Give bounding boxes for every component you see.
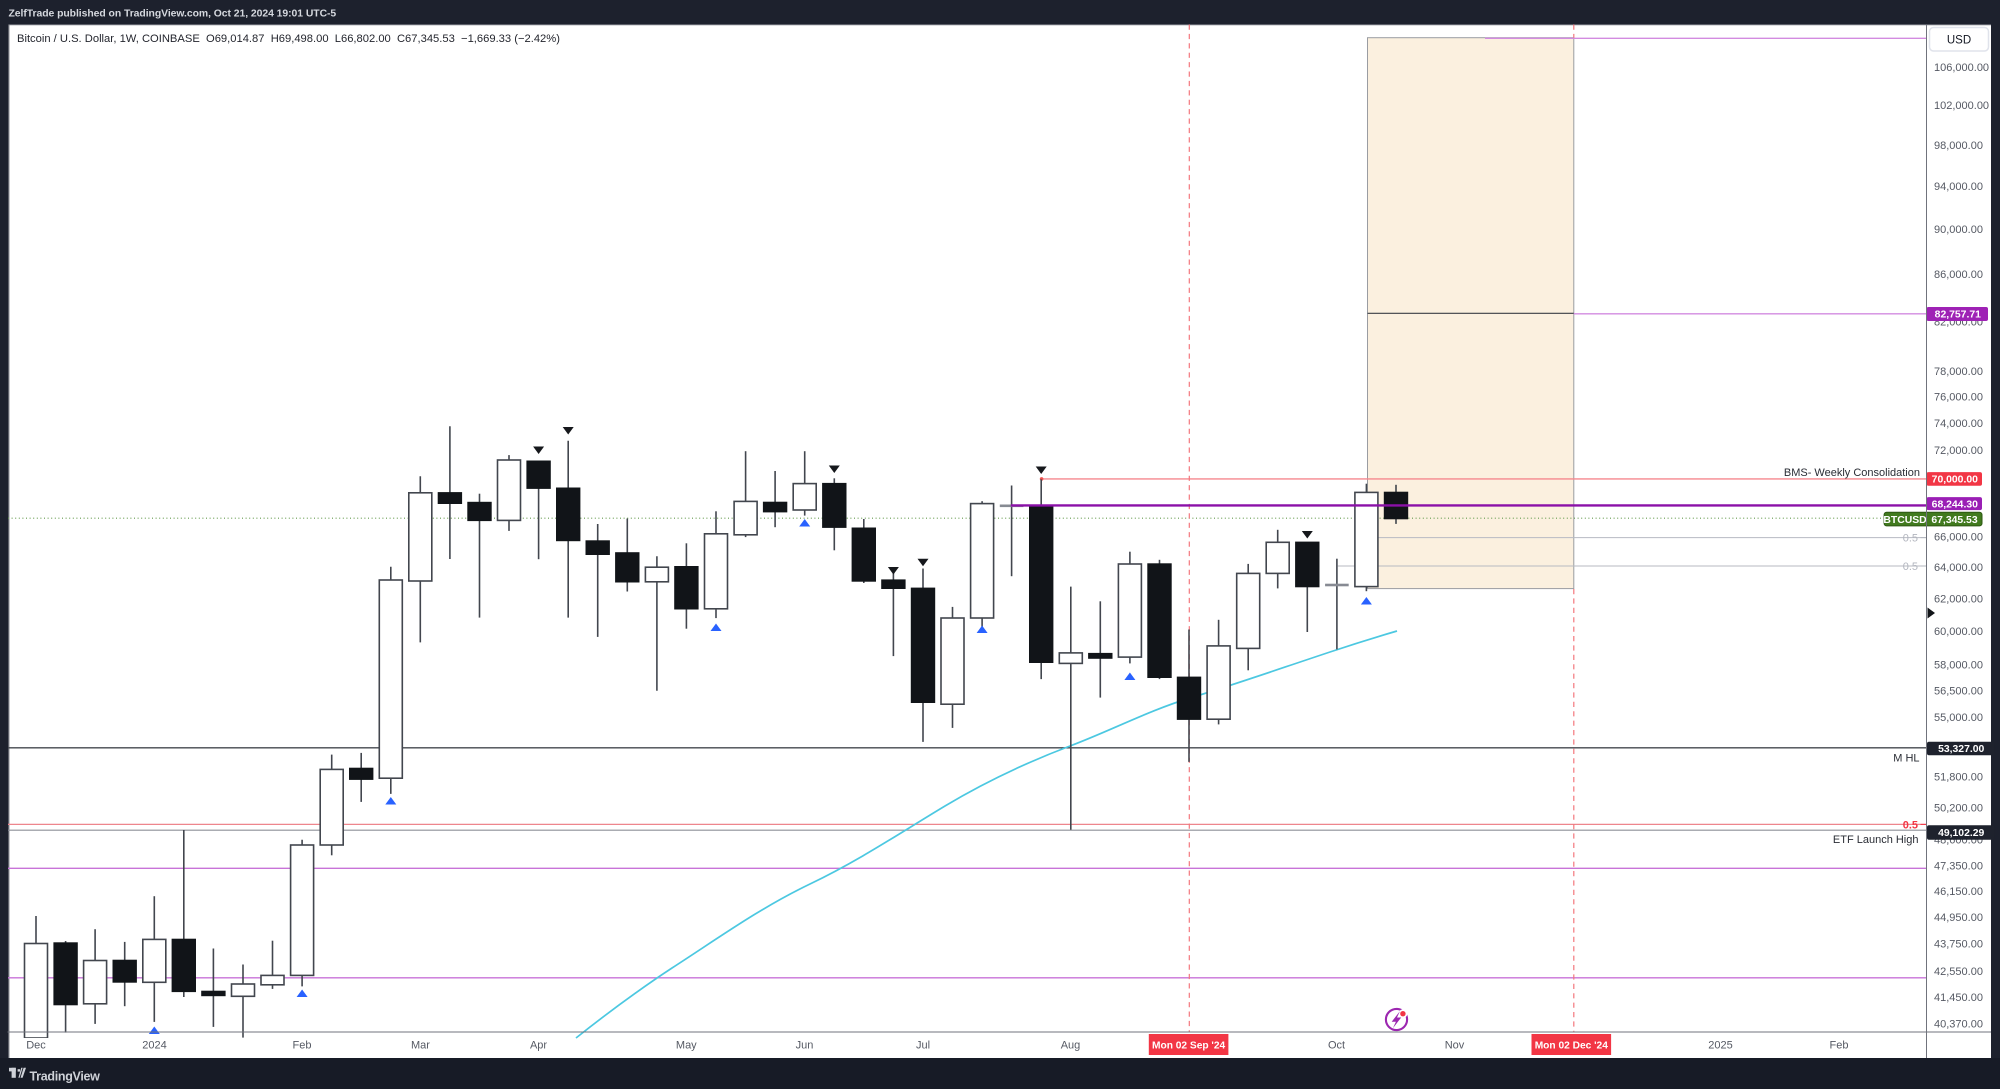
svg-text:50,200.00: 50,200.00 <box>1934 802 1983 814</box>
svg-text:Feb: Feb <box>293 1039 312 1051</box>
svg-text:Apr: Apr <box>530 1039 547 1051</box>
svg-text:0.5: 0.5 <box>1903 561 1918 573</box>
svg-text:94,000.00: 94,000.00 <box>1934 181 1983 193</box>
svg-text:44,950.00: 44,950.00 <box>1934 912 1983 924</box>
svg-text:86,000.00: 86,000.00 <box>1934 269 1983 281</box>
svg-text:42,550.00: 42,550.00 <box>1934 966 1983 978</box>
svg-text:0.5: 0.5 <box>1903 819 1918 831</box>
svg-text:2025: 2025 <box>1708 1039 1732 1051</box>
svg-text:70,000.00: 70,000.00 <box>1932 475 1978 486</box>
svg-text:56,500.00: 56,500.00 <box>1934 685 1983 697</box>
svg-text:51,800.00: 51,800.00 <box>1934 771 1983 783</box>
svg-text:102,000.00: 102,000.00 <box>1934 100 1989 112</box>
svg-text:66,000.00: 66,000.00 <box>1934 532 1983 544</box>
svg-text:Mon 02 Sep '24: Mon 02 Sep '24 <box>1152 1041 1226 1052</box>
svg-text:Jul: Jul <box>916 1039 930 1051</box>
svg-text:43,750.00: 43,750.00 <box>1934 939 1983 951</box>
svg-text:ETF Launch High: ETF Launch High <box>1833 834 1919 846</box>
svg-text:Dec: Dec <box>26 1039 46 1051</box>
svg-text:76,000.00: 76,000.00 <box>1934 392 1983 404</box>
svg-text:Mar: Mar <box>411 1039 430 1051</box>
svg-text:USD: USD <box>1947 35 1971 47</box>
svg-text:2024: 2024 <box>142 1039 166 1051</box>
svg-text:May: May <box>676 1039 697 1051</box>
svg-text:90,000.00: 90,000.00 <box>1934 224 1983 236</box>
svg-text:46,150.00: 46,150.00 <box>1934 886 1983 898</box>
svg-text:BMS- Weekly Consolidation: BMS- Weekly Consolidation <box>1784 467 1920 479</box>
svg-text:ZelfTrade published on Trading: ZelfTrade published on TradingView.com, … <box>9 9 337 20</box>
svg-text:40,370.00: 40,370.00 <box>1934 1018 1983 1030</box>
svg-text:98,000.00: 98,000.00 <box>1934 140 1983 152</box>
svg-text:M HL: M HL <box>1893 753 1919 765</box>
svg-text:0.5: 0.5 <box>1903 533 1918 545</box>
svg-text:Bitcoin / U.S. Dollar, 1W, COI: Bitcoin / U.S. Dollar, 1W, COINBASE O69,… <box>17 33 560 45</box>
svg-text:TradingView: TradingView <box>30 1070 101 1084</box>
svg-text:Oct: Oct <box>1328 1039 1345 1051</box>
svg-text:64,000.00: 64,000.00 <box>1934 562 1983 574</box>
svg-text:Feb: Feb <box>1830 1039 1849 1051</box>
svg-text:62,000.00: 62,000.00 <box>1934 594 1983 606</box>
svg-text:Mon 02 Dec '24: Mon 02 Dec '24 <box>1535 1041 1609 1052</box>
svg-text:41,450.00: 41,450.00 <box>1934 992 1983 1004</box>
svg-text:49,102.29: 49,102.29 <box>1938 828 1984 839</box>
svg-text:78,000.00: 78,000.00 <box>1934 366 1983 378</box>
svg-text:60,000.00: 60,000.00 <box>1934 626 1983 638</box>
svg-text:Jun: Jun <box>796 1039 814 1051</box>
svg-text:67,345.53: 67,345.53 <box>1931 515 1977 526</box>
svg-text:55,000.00: 55,000.00 <box>1934 712 1983 724</box>
svg-text:47,350.00: 47,350.00 <box>1934 860 1983 872</box>
svg-text:58,000.00: 58,000.00 <box>1934 659 1983 671</box>
svg-text:Nov: Nov <box>1445 1039 1465 1051</box>
svg-text:BTCUSD: BTCUSD <box>1883 515 1927 526</box>
svg-text:Aug: Aug <box>1061 1039 1081 1051</box>
svg-text:68,244.30: 68,244.30 <box>1932 499 1978 510</box>
svg-text:72,000.00: 72,000.00 <box>1934 445 1983 457</box>
svg-text:82,757.71: 82,757.71 <box>1935 310 1981 321</box>
svg-text:106,000.00: 106,000.00 <box>1934 62 1989 74</box>
svg-text:74,000.00: 74,000.00 <box>1934 418 1983 430</box>
svg-text:53,327.00: 53,327.00 <box>1938 744 1984 755</box>
